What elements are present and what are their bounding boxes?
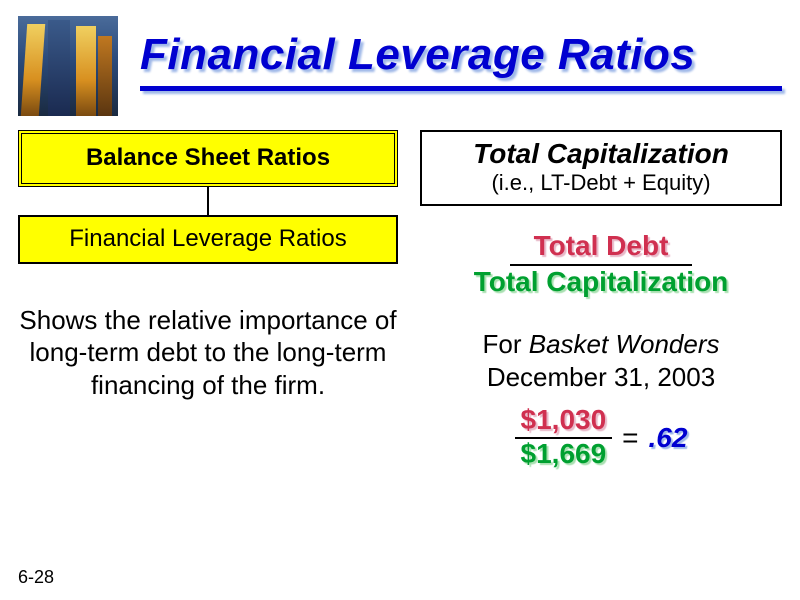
slide-title: Financial Leverage Ratios [140, 30, 782, 80]
example-for: For [483, 329, 529, 359]
equals-sign: = [622, 422, 638, 454]
tc-subtitle: (i.e., LT-Debt + Equity) [428, 170, 774, 196]
title-underline [140, 86, 782, 91]
calc-denominator: $1,669 [515, 439, 613, 470]
tc-title: Total Capitalization [428, 138, 774, 170]
title-block: Financial Leverage Ratios [118, 12, 782, 91]
calc-numerator: $1,030 [515, 405, 613, 439]
financial-leverage-ratios-box: Financial Leverage Ratios [18, 215, 398, 264]
right-column: Total Capitalization (i.e., LT-Debt + Eq… [420, 130, 782, 470]
connector-line [207, 187, 209, 215]
building-photo-icon [18, 16, 118, 116]
example-company: Basket Wonders [529, 329, 720, 359]
balance-sheet-ratios-box: Balance Sheet Ratios [18, 130, 398, 187]
ratio-numerator: Total Debt [510, 230, 693, 266]
left-column: Balance Sheet Ratios Financial Leverage … [18, 130, 398, 470]
example-date: December 31, 2003 [487, 362, 715, 392]
example-label: For Basket Wonders December 31, 2003 [420, 328, 782, 393]
content-area: Balance Sheet Ratios Financial Leverage … [0, 116, 800, 470]
page-number: 6-28 [18, 567, 54, 588]
ratio-formula: Total Debt Total Capitalization [420, 230, 782, 298]
total-capitalization-box: Total Capitalization (i.e., LT-Debt + Eq… [420, 130, 782, 206]
calc-fraction: $1,030 $1,669 [515, 405, 613, 470]
description-text: Shows the relative importance of long-te… [18, 304, 398, 402]
header: Financial Leverage Ratios [0, 0, 800, 116]
ratio-denominator: Total Capitalization [474, 266, 729, 297]
calc-result: .62 [649, 422, 688, 454]
calculation: $1,030 $1,669 = .62 [420, 405, 782, 470]
